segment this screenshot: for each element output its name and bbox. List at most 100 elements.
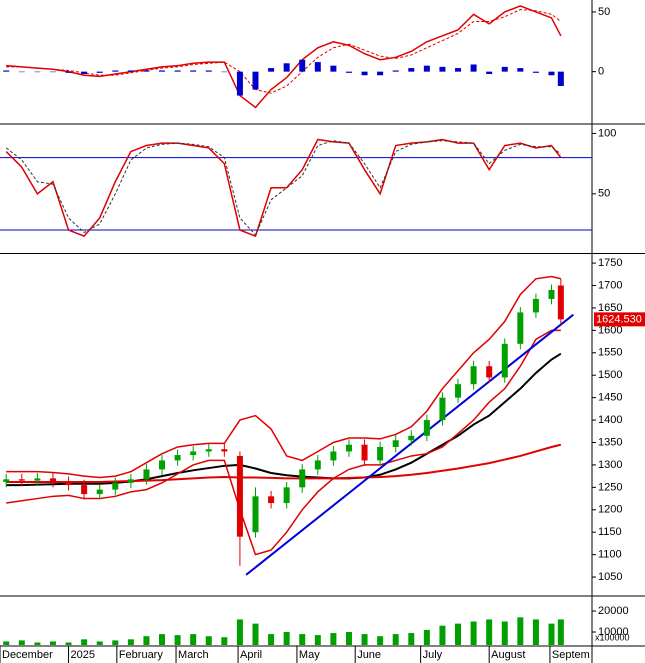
candle-body xyxy=(299,469,306,488)
volume-bar xyxy=(81,639,88,645)
histogram-bar xyxy=(517,68,524,72)
volume-bar xyxy=(3,641,10,645)
y-tick-label: 1500 xyxy=(598,369,622,381)
volume-bar xyxy=(49,641,56,645)
histogram-bar xyxy=(423,65,430,72)
volume-bar xyxy=(557,619,564,645)
histogram-bar xyxy=(190,70,197,72)
volume-bar xyxy=(34,642,41,645)
series-line xyxy=(6,9,562,94)
histogram-bar xyxy=(345,71,352,73)
volume-bar xyxy=(299,634,306,645)
candle-body xyxy=(345,444,352,452)
histogram-bar xyxy=(236,71,243,96)
volume-bar xyxy=(392,634,399,645)
candle-body xyxy=(159,460,166,470)
histogram-bar xyxy=(49,71,56,73)
x-tick-label: March xyxy=(178,649,209,661)
volume-bar xyxy=(455,623,462,645)
candle-body xyxy=(49,478,56,482)
volume-bar xyxy=(112,640,119,645)
x-tick-label: May xyxy=(299,649,320,661)
y-tick-label: 1300 xyxy=(598,459,622,471)
volume-bar xyxy=(96,641,103,645)
panel xyxy=(0,138,592,238)
y-tick-label: 1050 xyxy=(598,571,622,583)
y-tick-label: 50 xyxy=(598,188,610,200)
candle-body xyxy=(361,444,368,461)
histogram-bar xyxy=(159,70,166,72)
candle-body xyxy=(205,449,212,452)
histogram-bar xyxy=(392,70,399,72)
y-tick-label: 1100 xyxy=(598,549,622,561)
candle-body xyxy=(377,446,384,461)
candle-body xyxy=(96,489,103,495)
y-tick-label: 20000 xyxy=(598,605,629,617)
y-tick-label: 10000 xyxy=(598,626,629,638)
x-tick-label: August xyxy=(491,649,525,661)
volume-bar xyxy=(501,621,508,645)
y-tick-label: 1150 xyxy=(598,526,622,538)
histogram-bar xyxy=(501,66,508,72)
histogram-bar xyxy=(252,71,259,90)
histogram-bar xyxy=(299,59,306,72)
candle-body xyxy=(143,469,150,480)
histogram-bar xyxy=(18,71,25,73)
candle-body xyxy=(439,397,446,421)
histogram-bar xyxy=(377,71,384,76)
histogram-bar xyxy=(127,70,134,72)
candle-body xyxy=(236,455,243,537)
histogram-bar xyxy=(330,65,337,72)
candle-body xyxy=(455,384,462,398)
panel xyxy=(3,617,564,645)
volume-bar xyxy=(486,619,493,645)
last-price-box xyxy=(594,312,645,327)
volume-bar xyxy=(268,634,275,645)
volume-bar xyxy=(174,635,181,645)
x-tick-label: December xyxy=(2,649,53,661)
candle-body xyxy=(532,298,539,313)
y-tick-label: 50 xyxy=(598,6,610,18)
histogram-bar xyxy=(81,71,88,75)
volume-bar xyxy=(548,623,555,645)
histogram-bar xyxy=(174,70,181,72)
y-tick-label: 1250 xyxy=(598,481,622,493)
histogram-bar xyxy=(268,68,275,72)
histogram-bar xyxy=(65,71,72,73)
volume-bar xyxy=(345,632,352,645)
series-line xyxy=(6,5,562,109)
histogram-bar xyxy=(548,71,555,76)
volume-bar xyxy=(205,636,212,645)
volume-bar xyxy=(408,633,415,645)
volume-bar xyxy=(252,623,259,645)
volume-bar xyxy=(283,632,290,645)
candle-body xyxy=(283,487,290,504)
y-tick-label: 1650 xyxy=(598,302,622,314)
trendline xyxy=(245,313,574,576)
histogram-bar xyxy=(439,66,446,72)
histogram-bar xyxy=(314,62,321,72)
candle-body xyxy=(314,460,321,470)
histogram-bar xyxy=(34,71,41,73)
panel xyxy=(3,5,564,109)
histogram-bar xyxy=(205,70,212,72)
candle-body xyxy=(81,485,88,495)
candle-body xyxy=(3,479,10,482)
unit-label: x100000 xyxy=(595,632,630,642)
volume-bar xyxy=(143,636,150,645)
y-tick-label: 1700 xyxy=(598,279,622,291)
histogram-bar xyxy=(221,71,228,73)
volume-bar xyxy=(330,633,337,645)
histogram-bar xyxy=(455,68,462,72)
panel xyxy=(3,275,574,576)
candle-body xyxy=(548,289,555,299)
x-tick-label: April xyxy=(240,649,262,661)
x-tick-label: February xyxy=(119,649,164,661)
histogram-bar xyxy=(486,71,493,75)
volume-bar xyxy=(18,640,25,645)
series-line xyxy=(6,352,562,487)
volume-bar xyxy=(127,639,134,645)
candle-body xyxy=(18,479,25,481)
